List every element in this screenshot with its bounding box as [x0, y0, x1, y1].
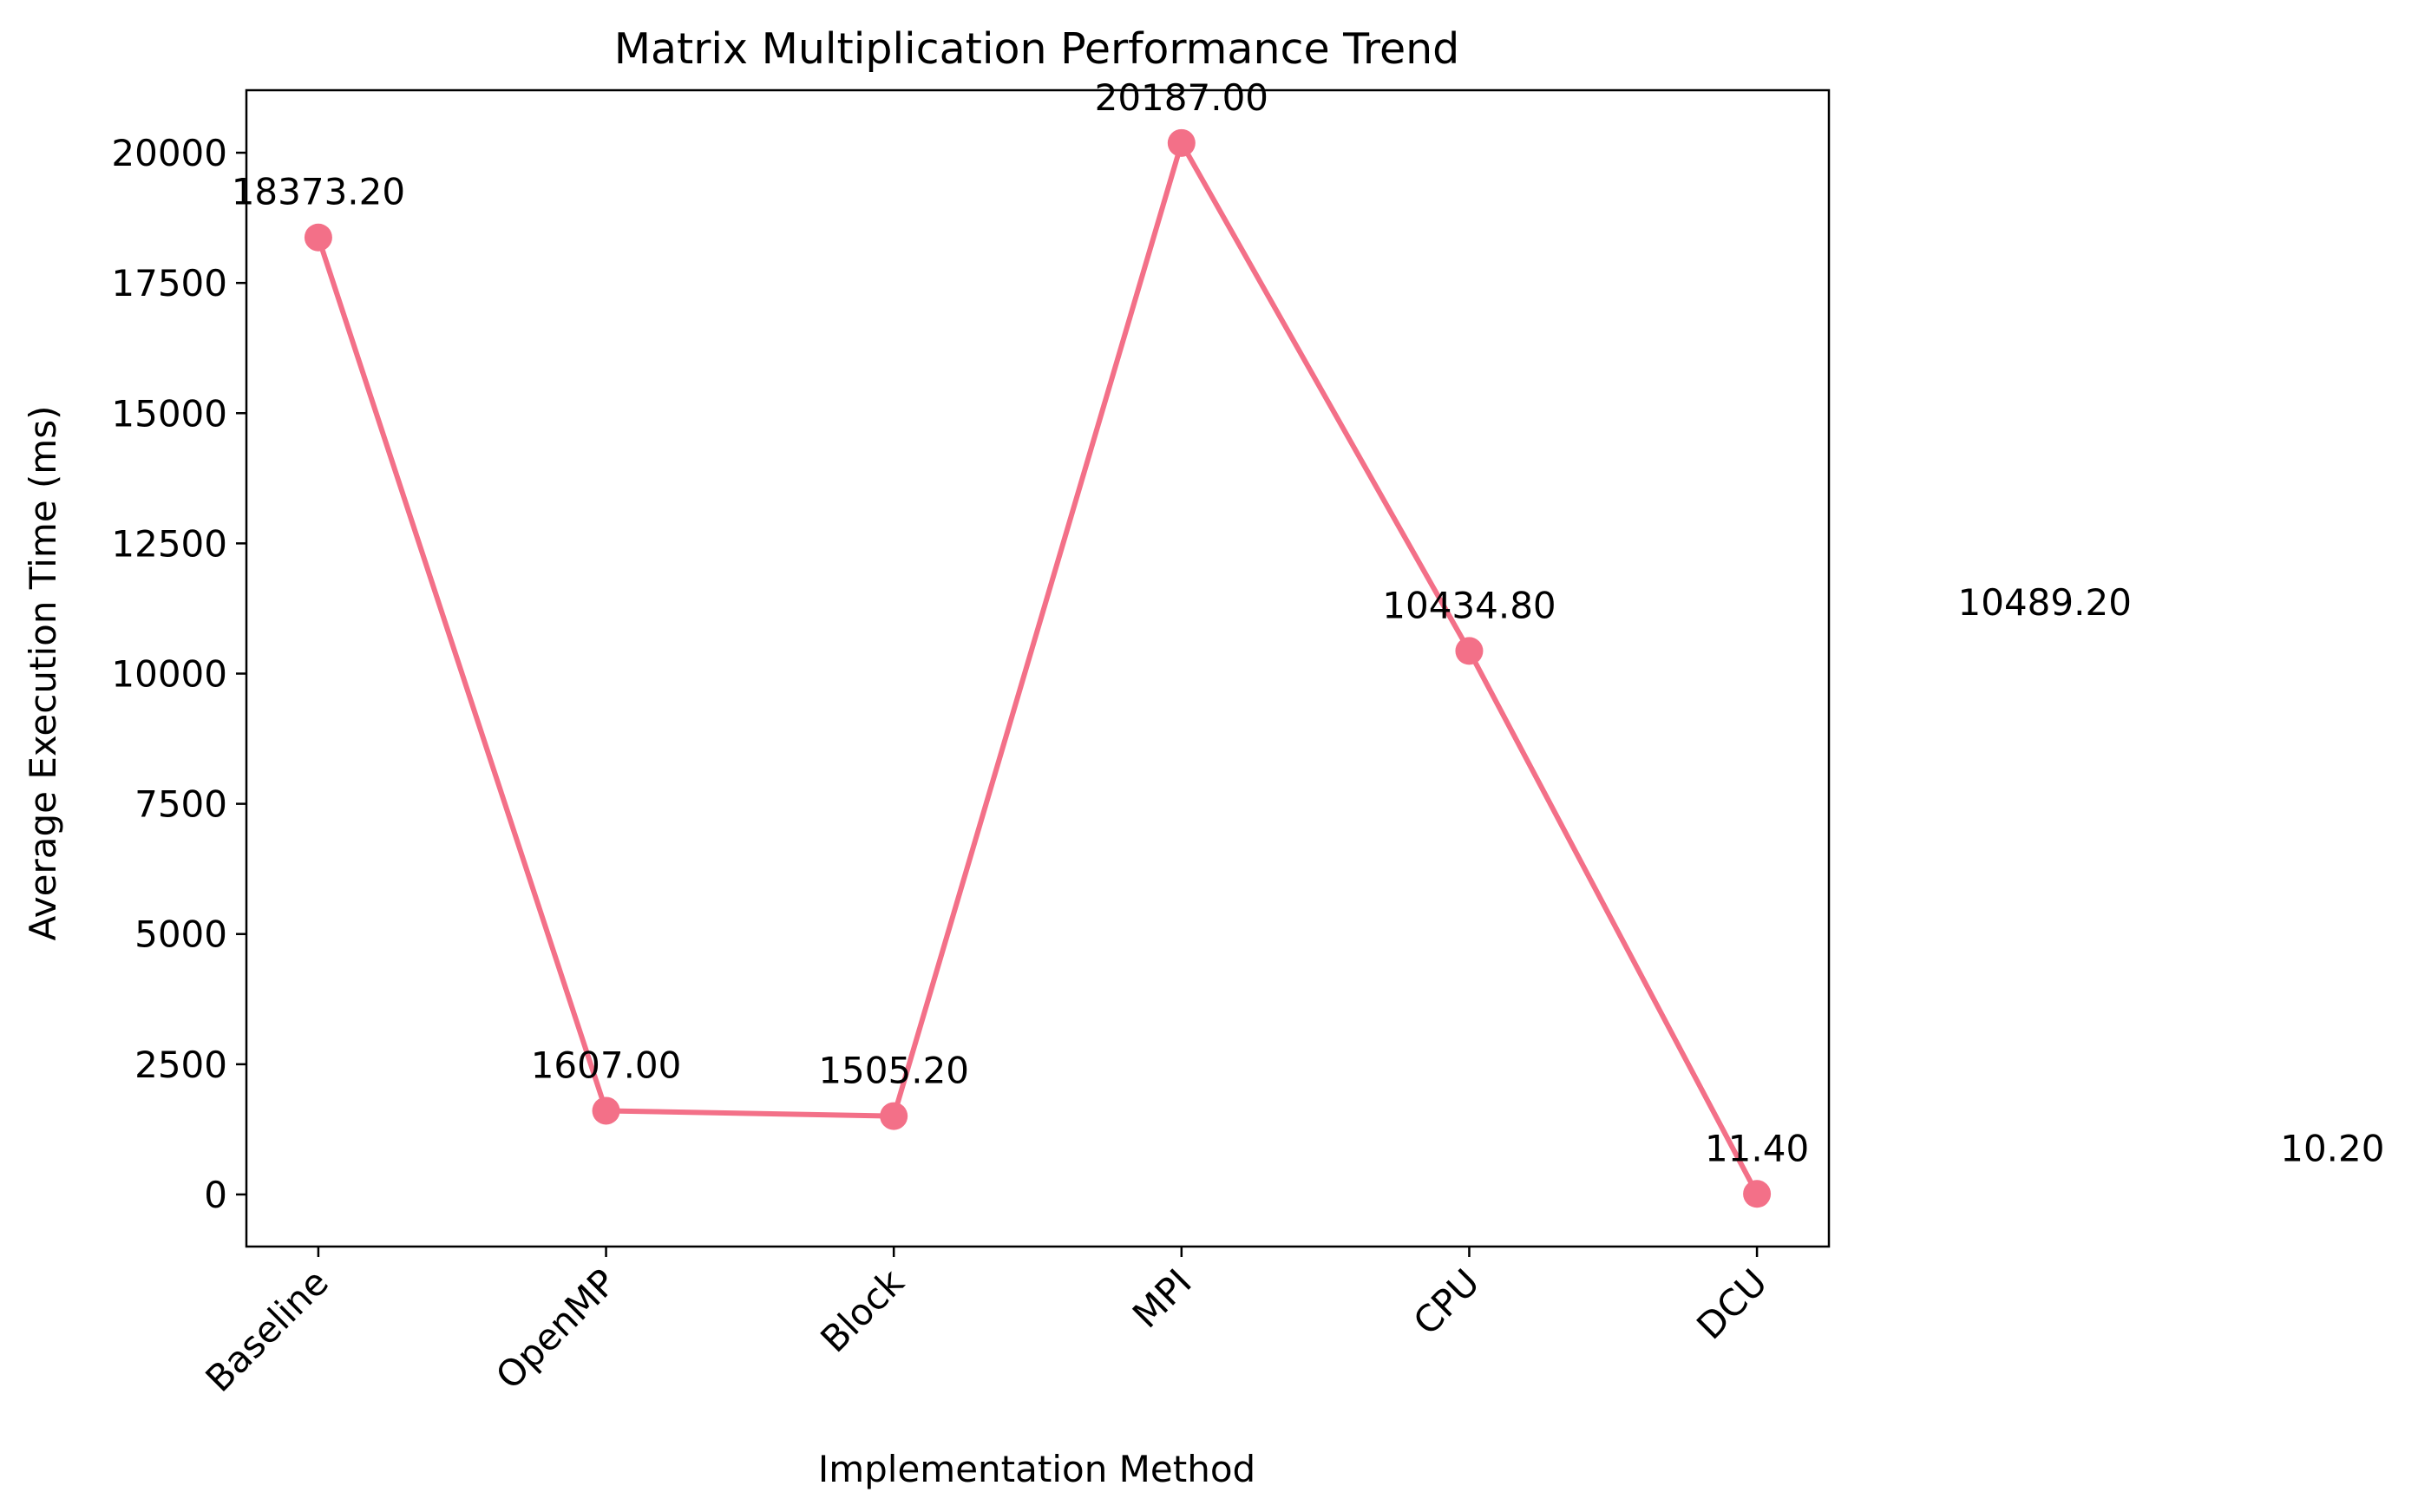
y-tick-label: 5000	[134, 913, 227, 956]
data-point-marker	[880, 1102, 908, 1130]
y-tick-label: 2500	[134, 1044, 227, 1086]
data-label: 10434.80	[1382, 584, 1556, 626]
y-tick-label: 0	[204, 1174, 227, 1216]
annotation-label: 10489.20	[1958, 581, 2132, 624]
y-tick-label: 12500	[111, 522, 227, 565]
annotation-label: 10.20	[2280, 1127, 2384, 1169]
y-tick-label: 17500	[111, 262, 227, 304]
data-labels: 18373.20 1607.00 1505.20 20187.00 10434.80 11…	[232, 76, 2385, 1170]
y-axis-label: Average Execution Time (ms)	[22, 406, 64, 941]
y-tick-label: 7500	[134, 783, 227, 826]
x-axis-label: Implementation Method	[818, 1448, 1255, 1490]
y-tick-label: 10000	[111, 653, 227, 696]
data-point-marker	[592, 1096, 620, 1125]
data-point-marker	[1167, 128, 1196, 157]
data-label: 1505.20	[818, 1050, 969, 1092]
y-tick-label: 15000	[111, 392, 227, 435]
data-label: 20187.00	[1095, 76, 1268, 119]
data-point-marker	[304, 223, 332, 252]
data-point-marker	[1455, 637, 1484, 665]
data-point-marker	[1743, 1180, 1772, 1208]
plot-area-frame	[245, 88, 1831, 1248]
data-label: 1607.00	[531, 1044, 682, 1086]
chart-title: Matrix Multiplication Performance Trend	[614, 24, 1460, 74]
data-label: 11.40	[1705, 1127, 1809, 1169]
data-label: 18373.20	[232, 171, 405, 213]
series-line	[315, 140, 1760, 1197]
y-tick-label: 20000	[111, 132, 227, 174]
series-layer	[304, 128, 1772, 1208]
